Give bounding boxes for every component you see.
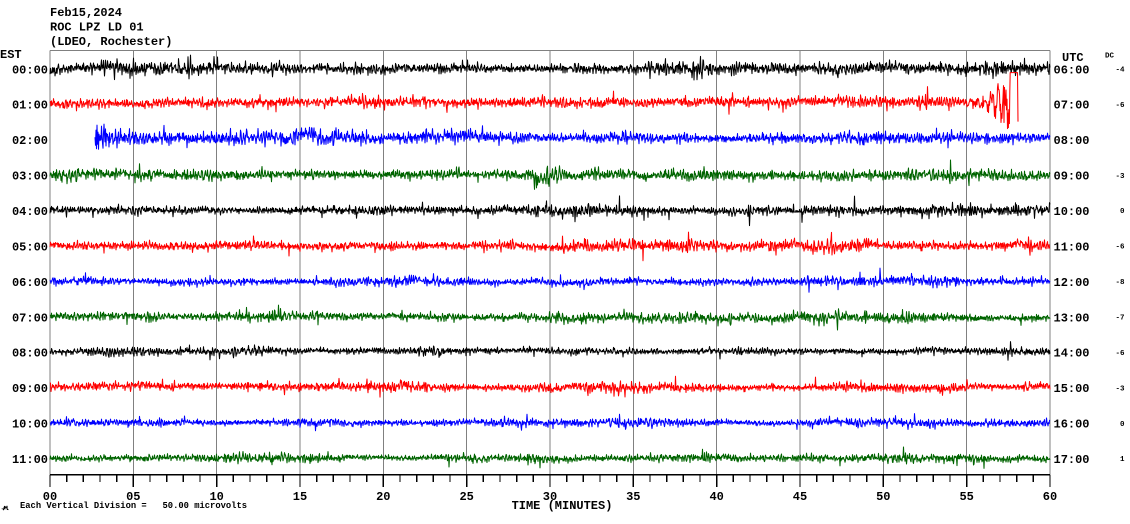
svg-text:TIME (MINUTES): TIME (MINUTES) xyxy=(512,499,613,513)
svg-text:01:00: 01:00 xyxy=(12,99,48,113)
svg-text:09:00: 09:00 xyxy=(12,382,48,396)
svg-text:11:00: 11:00 xyxy=(12,453,48,467)
svg-text:ROC LPZ LD 01: ROC LPZ LD 01 xyxy=(50,21,144,35)
svg-text:08:00: 08:00 xyxy=(1054,134,1090,148)
svg-text:0: 0 xyxy=(1120,421,1125,429)
svg-text:-8: -8 xyxy=(1115,279,1125,287)
svg-text:20: 20 xyxy=(376,490,390,504)
svg-text:15: 15 xyxy=(293,490,307,504)
svg-text:08:00: 08:00 xyxy=(12,347,48,361)
svg-text:07:00: 07:00 xyxy=(12,311,48,325)
svg-text:10: 10 xyxy=(209,490,223,504)
svg-text:11:00: 11:00 xyxy=(1054,240,1090,254)
svg-text:0: 0 xyxy=(1120,208,1125,216)
svg-text:05:00: 05:00 xyxy=(12,240,48,254)
svg-text:DC: DC xyxy=(1105,53,1115,61)
svg-text:09:00: 09:00 xyxy=(1054,170,1090,184)
svg-text:06:00: 06:00 xyxy=(1054,63,1090,77)
svg-text:UTC: UTC xyxy=(1062,51,1084,65)
svg-text:-7: -7 xyxy=(1115,315,1124,323)
svg-text:00: 00 xyxy=(43,490,57,504)
svg-text:12:00: 12:00 xyxy=(1054,276,1090,290)
svg-text:40: 40 xyxy=(709,490,723,504)
svg-text:10:00: 10:00 xyxy=(1054,205,1090,219)
svg-text:10:00: 10:00 xyxy=(12,418,48,432)
svg-text:02:00: 02:00 xyxy=(12,134,48,148)
svg-text:05: 05 xyxy=(126,490,140,504)
svg-text:13:00: 13:00 xyxy=(1054,311,1090,325)
svg-text:00:00: 00:00 xyxy=(12,63,48,77)
svg-text:-6: -6 xyxy=(1115,102,1125,110)
svg-text:-3: -3 xyxy=(1115,173,1125,181)
svg-text:35: 35 xyxy=(626,490,640,504)
svg-text:60: 60 xyxy=(1043,490,1057,504)
svg-text:Each Vertical Division = 50.: Each Vertical Division = 50.00 microvolt… xyxy=(20,501,247,511)
svg-text:16:00: 16:00 xyxy=(1054,418,1090,432)
svg-text:14:00: 14:00 xyxy=(1054,347,1090,361)
svg-text:-6: -6 xyxy=(1115,350,1125,358)
svg-text:07:00: 07:00 xyxy=(1054,99,1090,113)
svg-text:17:00: 17:00 xyxy=(1054,453,1090,467)
svg-text:04:00: 04:00 xyxy=(12,205,48,219)
svg-text:-4: -4 xyxy=(1115,67,1125,75)
svg-text:Feb15,2024: Feb15,2024 xyxy=(50,6,122,20)
svg-text:-6: -6 xyxy=(1115,244,1125,252)
svg-text:03:00: 03:00 xyxy=(12,170,48,184)
svg-text:30: 30 xyxy=(543,490,557,504)
svg-text:45: 45 xyxy=(793,490,807,504)
svg-text:1: 1 xyxy=(1120,456,1125,464)
svg-text:50: 50 xyxy=(876,490,890,504)
svg-text:15:00: 15:00 xyxy=(1054,382,1090,396)
svg-text:55: 55 xyxy=(959,490,973,504)
svg-text:25: 25 xyxy=(459,490,473,504)
svg-text:06:00: 06:00 xyxy=(12,276,48,290)
svg-text:(LDEO, Rochester): (LDEO, Rochester) xyxy=(50,35,172,49)
svg-text:EST: EST xyxy=(0,48,22,62)
svg-text:-3: -3 xyxy=(1115,385,1125,393)
